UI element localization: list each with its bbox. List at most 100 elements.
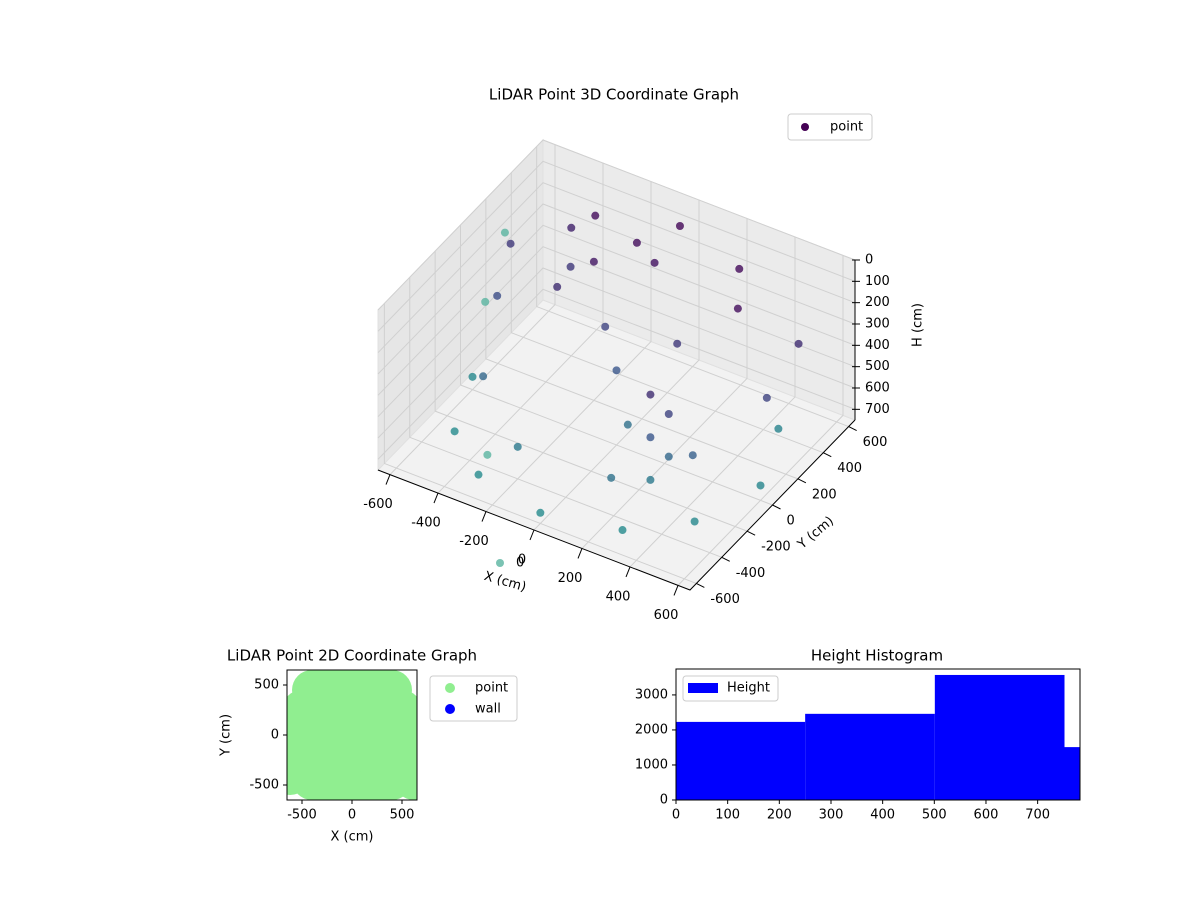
x-tick-label: 400: [870, 808, 895, 823]
point: [500, 228, 509, 237]
point: [287, 700, 310, 740]
tick-mark: [772, 504, 781, 510]
x-tick-label: 100: [715, 808, 740, 823]
point: [607, 473, 616, 482]
point: [675, 222, 684, 231]
x-tick-label: 0: [518, 553, 526, 568]
point: [688, 451, 697, 460]
point: [774, 424, 783, 433]
x-tick-label: 300: [819, 808, 844, 823]
z-tick-label: 100: [865, 274, 890, 289]
bar: [1064, 747, 1080, 800]
x-tick-label: 0: [348, 808, 356, 823]
y-axis-label: Y (cm): [219, 714, 234, 757]
y-tick-label: -400: [736, 566, 766, 581]
point: [372, 670, 412, 710]
grid-line: [377, 246, 856, 418]
tick-mark: [823, 452, 832, 458]
legend-box: [682, 675, 779, 702]
grid-line: [377, 224, 856, 396]
z-tick-label: 0: [865, 253, 873, 268]
y-tick-label: 0: [271, 728, 279, 743]
point: [794, 339, 803, 348]
point: [735, 264, 744, 273]
axis-line: [377, 419, 856, 591]
point: [292, 760, 332, 800]
y-tick-label: -200: [761, 540, 791, 555]
legend-marker: [445, 683, 455, 693]
grid-line: [383, 303, 697, 584]
grid-line: [377, 267, 856, 439]
legend-marker: [445, 704, 455, 714]
point: [567, 223, 576, 232]
point: [589, 257, 598, 266]
x-tick-label: 0: [672, 808, 680, 823]
x-axis-label: X (cm): [331, 830, 374, 845]
point: [690, 517, 699, 526]
point: [332, 777, 372, 800]
y-tick-label: -600: [710, 592, 740, 607]
point: [292, 670, 332, 710]
point: [623, 420, 632, 429]
x-tick-label: 500: [922, 808, 947, 823]
x-tick-label: 600: [974, 808, 999, 823]
x-tick-label: 400: [606, 589, 631, 604]
point: [591, 211, 600, 220]
x-tick-label: -600: [363, 497, 393, 512]
point: [612, 366, 621, 375]
chart-title: LiDAR Point 2D Coordinate Graph: [227, 647, 477, 665]
y-tick-label: 200: [812, 487, 837, 502]
point: [493, 291, 502, 300]
tick-mark: [848, 426, 857, 431]
y-axis-label: Y (cm): [794, 514, 837, 553]
x-tick-label: 200: [767, 808, 792, 823]
point: [762, 393, 771, 402]
point: [566, 262, 575, 271]
grid-line: [389, 144, 556, 475]
y-tick-label: 0: [660, 793, 668, 808]
tick-mark: [696, 583, 705, 588]
tick-mark: [385, 474, 391, 485]
point: [664, 410, 673, 418]
grid-line: [485, 198, 799, 480]
grid-line: [409, 277, 722, 558]
legend-label: Height: [727, 681, 770, 696]
legend-marker: [801, 123, 809, 131]
point: [506, 239, 515, 248]
point: [733, 304, 742, 313]
grid-line: [460, 225, 773, 506]
tick-mark: [797, 478, 807, 484]
grid-line: [581, 218, 748, 549]
point: [479, 372, 488, 381]
point: [536, 508, 545, 517]
y-tick-label: 0: [787, 514, 795, 529]
point: [474, 470, 483, 479]
grid-line: [485, 181, 652, 512]
point: [632, 238, 641, 247]
chart-title: Height Histogram: [811, 647, 943, 665]
y-tick-label: 1000: [635, 757, 668, 772]
legend-marker: [496, 559, 504, 567]
x-tick-label: -200: [459, 534, 489, 549]
tick-mark: [746, 530, 756, 536]
point: [664, 452, 673, 461]
point: [372, 760, 412, 800]
point: [332, 670, 372, 693]
x-tick-label: 500: [390, 808, 415, 823]
grid-line: [510, 172, 824, 454]
grid-line: [377, 139, 856, 311]
y-tick-label: 400: [837, 461, 862, 476]
y-tick-label: 600: [863, 435, 888, 450]
grid-line: [377, 203, 856, 375]
x-tick-label: 700: [1025, 808, 1050, 823]
point: [481, 297, 490, 306]
point: [450, 427, 459, 436]
grid-line: [536, 146, 849, 428]
legend-label: wall: [475, 702, 501, 717]
x-tick-label: 600: [654, 608, 679, 623]
point: [756, 481, 765, 490]
legend-box: [787, 113, 873, 141]
axes-frame: [675, 668, 1081, 801]
plot-area: [287, 670, 417, 800]
